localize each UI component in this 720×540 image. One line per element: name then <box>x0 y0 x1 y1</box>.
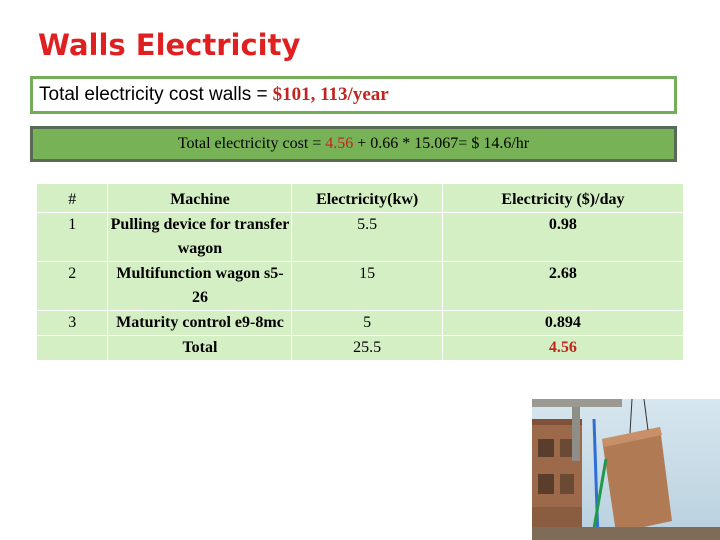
row-cost: 0.894 <box>441 310 685 336</box>
total-kw: 25.5 <box>291 335 443 361</box>
table-row: 2 Multifunction wagon s5-26 15 2.68 <box>35 261 685 311</box>
total-walls-label: Total electricity cost walls = <box>39 84 268 105</box>
total-walls-value: $101, 113/year <box>272 84 389 105</box>
col-header-machine: Machine <box>107 183 293 213</box>
row-machine: Pulling device for transfer wagon <box>107 212 293 262</box>
col-header-cost: Electricity ($)/day <box>441 183 685 213</box>
photo-illustration <box>532 399 720 540</box>
row-machine: Multifunction wagon s5-26 <box>107 261 293 311</box>
table-total-row: Total 25.5 4.56 <box>35 335 685 361</box>
formula-highlight: 4.56 <box>325 135 354 152</box>
page-title: Walls Electricity <box>38 28 301 62</box>
formula-prefix: Total electricity cost = <box>177 135 326 152</box>
formula-box: Total electricity cost = 4.56 + 0.66 * 1… <box>30 126 677 162</box>
total-cost: 4.56 <box>441 335 685 361</box>
row-cost: 2.68 <box>441 261 685 311</box>
row-kw: 5 <box>291 310 443 336</box>
row-kw: 5.5 <box>291 212 443 262</box>
col-header-kw: Electricity(kw) <box>291 183 443 213</box>
row-num: 1 <box>35 212 109 262</box>
construction-crane-photo <box>532 399 720 540</box>
electricity-table: # Machine Electricity(kw) Electricity ($… <box>35 183 685 361</box>
total-walls-cost-box: Total electricity cost walls = $101, 113… <box>30 76 677 114</box>
row-kw: 15 <box>291 261 443 311</box>
col-header-num: # <box>35 183 109 213</box>
total-label: Total <box>107 335 293 361</box>
row-num: 2 <box>35 261 109 311</box>
table-row: 1 Pulling device for transfer wagon 5.5 … <box>35 212 685 262</box>
table-row: 3 Maturity control e9-8mc 5 0.894 <box>35 310 685 336</box>
row-cost: 0.98 <box>441 212 685 262</box>
total-num <box>35 335 109 361</box>
table-header-row: # Machine Electricity(kw) Electricity ($… <box>35 183 685 213</box>
row-machine: Maturity control e9-8mc <box>107 310 293 336</box>
formula-suffix: + 0.66 * 15.067= $ 14.6/hr <box>353 135 530 152</box>
row-num: 3 <box>35 310 109 336</box>
